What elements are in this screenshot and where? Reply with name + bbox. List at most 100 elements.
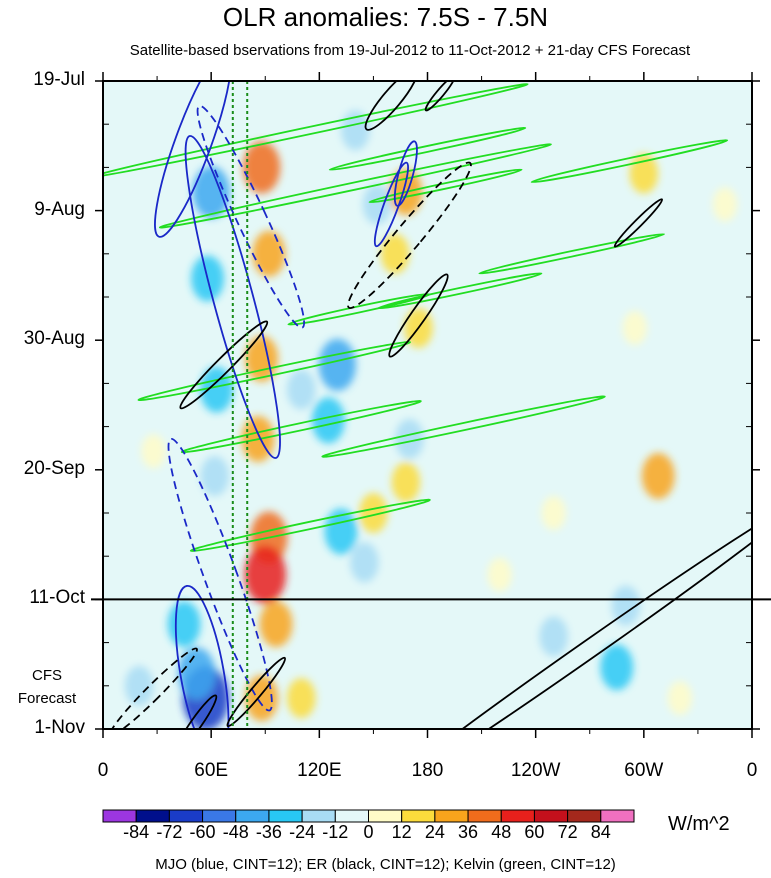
forecast-label-line2: Forecast — [17, 690, 77, 707]
colorbar-label: 84 — [590, 822, 611, 842]
anomaly-blob — [259, 601, 293, 648]
er-contour — [379, 501, 752, 729]
colorbar-swatch — [567, 809, 602, 823]
er-contour — [424, 81, 456, 112]
anomaly-blob — [667, 681, 693, 716]
contour-legend: MJO (blue, CINT=12); ER (black, CINT=12)… — [155, 856, 616, 873]
er-contour — [226, 656, 286, 728]
anomaly-blob — [395, 418, 424, 459]
y-tick-label: 30-Aug — [23, 328, 85, 350]
er-contour — [109, 647, 198, 729]
anomaly-blob — [712, 187, 738, 222]
chart-title: OLR anomalies: 7.5S - 7.5N — [222, 2, 549, 32]
anomaly-blob — [541, 496, 566, 530]
x-tick-label: 60E — [194, 760, 229, 781]
colorbar-label: -24 — [289, 822, 316, 842]
kelvin-contour — [180, 400, 422, 454]
mjo-contour — [174, 584, 230, 729]
y-tick-label: 20-Sep — [23, 457, 85, 479]
kelvin-contour — [478, 233, 665, 275]
colorbar-swatch — [268, 809, 303, 823]
colorbar-label: -72 — [156, 822, 183, 842]
x-tick-label: 120W — [510, 760, 561, 781]
x-tick-label: 0 — [97, 760, 109, 781]
anomaly-blob — [362, 184, 392, 225]
colorbar-swatch — [135, 809, 170, 823]
anomaly-blob — [487, 557, 512, 592]
colorbar-label: 36 — [458, 822, 479, 842]
anomaly-blob — [539, 616, 569, 657]
colorbar-label: 24 — [424, 822, 445, 842]
kelvin-contour — [189, 498, 431, 552]
anomaly-blob — [286, 678, 316, 719]
colorbar-swatch — [202, 809, 237, 823]
kelvin-contour — [368, 168, 523, 204]
contour-layer — [103, 81, 752, 729]
colorbar-label: 72 — [557, 822, 578, 842]
colorbar-swatch — [235, 809, 270, 823]
er-contour — [364, 81, 419, 131]
colorbar-swatch — [401, 809, 436, 823]
anomaly-field — [108, 110, 738, 729]
er-contour — [176, 694, 218, 729]
colorbar-units: W/m^2 — [668, 813, 730, 835]
x-tick-label: 0 — [746, 760, 758, 781]
y-tick-label: 9-Aug — [34, 198, 85, 220]
anomaly-blob — [124, 665, 154, 706]
anomaly-blob — [245, 675, 279, 722]
anomaly-blob — [141, 434, 166, 469]
kelvin-contour — [530, 139, 729, 184]
colorbar-swatch — [600, 809, 635, 823]
anomaly-blob — [286, 369, 316, 410]
mjo-contour — [373, 161, 409, 248]
mjo-contour — [167, 437, 273, 712]
anomaly-blob — [252, 230, 286, 277]
anomaly-blob — [243, 141, 281, 194]
y-tick-label: 19-Jul — [33, 69, 85, 90]
kelvin-contour — [137, 341, 411, 402]
colorbar — [102, 809, 635, 823]
anomaly-blob — [244, 545, 287, 604]
colorbar-label: 48 — [491, 822, 512, 842]
y-tick-label: 1-Nov — [34, 717, 85, 738]
anomaly-blob — [311, 397, 345, 444]
colorbar-swatch — [467, 809, 502, 823]
kelvin-contour — [287, 293, 431, 326]
anomaly-blob — [341, 110, 370, 151]
anomaly-blob — [178, 647, 216, 700]
colorbar-label: -48 — [222, 822, 249, 842]
anomaly-blob — [192, 166, 230, 219]
colorbar-swatch — [434, 809, 469, 823]
kelvin-contour — [328, 127, 527, 171]
colorbar-swatch — [102, 809, 137, 823]
anomaly-blob — [442, 236, 467, 271]
colorbar-label: -36 — [255, 822, 282, 842]
colorbar-swatch — [500, 809, 535, 823]
colorbar-label: 12 — [391, 822, 412, 842]
x-tick-label: 180 — [411, 760, 444, 781]
er-contour — [347, 161, 472, 309]
er-contour — [613, 198, 664, 248]
colorbar-swatch — [334, 809, 369, 823]
colorbar-label: 0 — [363, 822, 374, 842]
mjo-contour — [393, 140, 418, 207]
anomaly-blob — [359, 493, 388, 533]
anomaly-blob — [350, 542, 379, 583]
y-tick-label: 11-Oct — [29, 587, 85, 609]
anomaly-blob — [622, 310, 647, 345]
colorbar-label: 60 — [524, 822, 545, 842]
colorbar-swatch — [368, 809, 403, 823]
colorbar-swatch — [301, 809, 336, 823]
colorbar-label: -84 — [123, 822, 150, 842]
kelvin-contour — [321, 395, 606, 458]
colorbar-label: -60 — [189, 822, 216, 842]
chart-subtitle: Satellite-based bservations from 19-Jul-… — [129, 42, 691, 59]
er-contour — [388, 273, 449, 358]
anomaly-blob — [144, 249, 170, 284]
anomaly-blob — [641, 452, 675, 499]
axes-layer — [91, 72, 771, 738]
colorbar-swatch — [533, 809, 569, 823]
colorbar-swatch — [168, 809, 204, 823]
anomaly-blob — [600, 644, 634, 691]
